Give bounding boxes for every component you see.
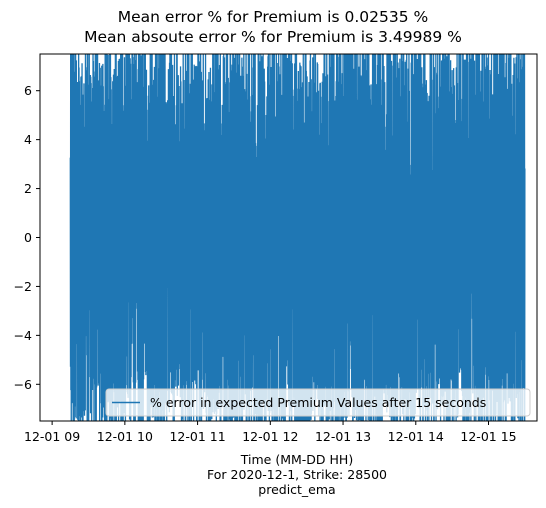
y-tick-label: 4 <box>24 132 32 147</box>
x-tick-label: 12-01 15 <box>460 429 516 444</box>
y-tick-label: −2 <box>14 279 32 294</box>
x-tick-label: 12-01 12 <box>242 429 298 444</box>
legend: % error in expected Premium Values after… <box>105 388 531 417</box>
x-tick-label: 12-01 14 <box>388 429 444 444</box>
y-tick-label: −4 <box>14 328 32 343</box>
y-tick-label: 2 <box>24 181 32 196</box>
x-axis-label-line-2: For 2020-12-1, Strike: 28500 <box>206 467 388 482</box>
x-tick-label: 12-01 10 <box>97 429 153 444</box>
series-line <box>69 54 526 421</box>
x-tick-label: 12-01 09 <box>24 429 80 444</box>
x-axis-label-line-3: predict_ema <box>258 482 336 497</box>
legend-box <box>105 388 531 417</box>
x-tick-label: 12-01 13 <box>315 429 371 444</box>
x-tick-label: 12-01 11 <box>169 429 225 444</box>
y-tick-label: −6 <box>14 377 32 392</box>
legend-label: % error in expected Premium Values after… <box>150 395 486 410</box>
chart-title-line-2: Mean absoute error % for Premium is 3.49… <box>84 28 462 46</box>
y-tick-label: 6 <box>24 83 32 98</box>
chart-title-line-1: Mean error % for Premium is 0.02535 % <box>117 8 429 26</box>
y-tick-label: 0 <box>24 230 32 245</box>
x-axis-label-line-1: Time (MM-DD HH) <box>240 452 354 467</box>
